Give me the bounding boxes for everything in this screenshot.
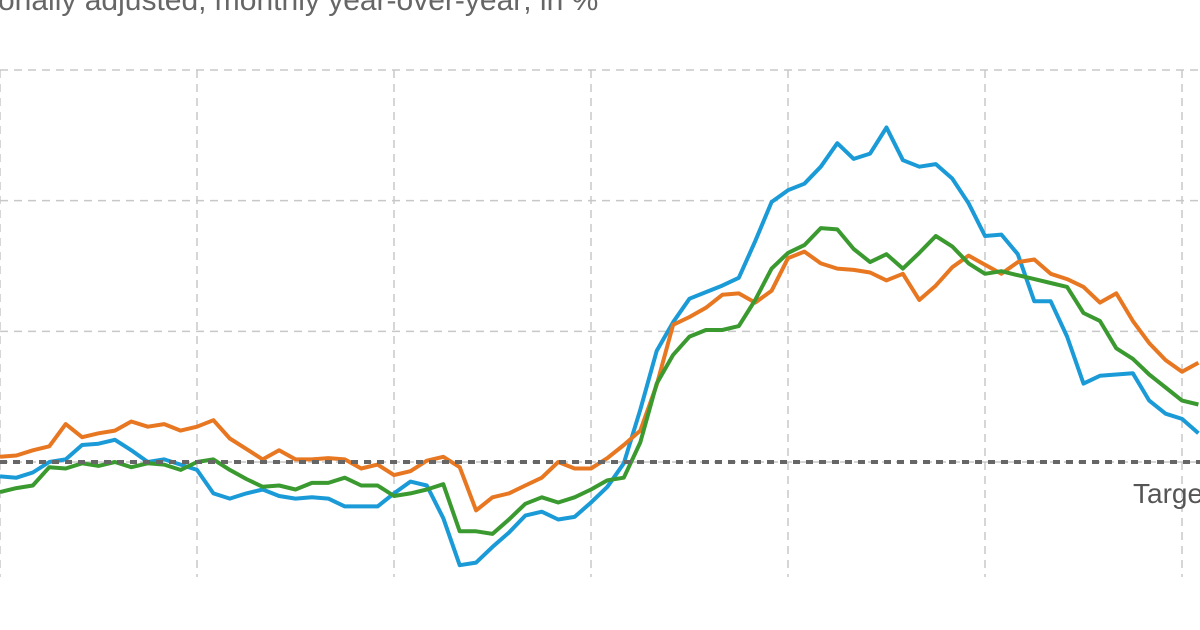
series-line (0, 226, 1199, 536)
series-line (0, 125, 1200, 568)
lines (0, 125, 1200, 568)
chart-title: onally adjusted; monthly year-over-year;… (0, 0, 598, 17)
grid (0, 69, 1200, 577)
target-label: Targe (1133, 478, 1200, 509)
